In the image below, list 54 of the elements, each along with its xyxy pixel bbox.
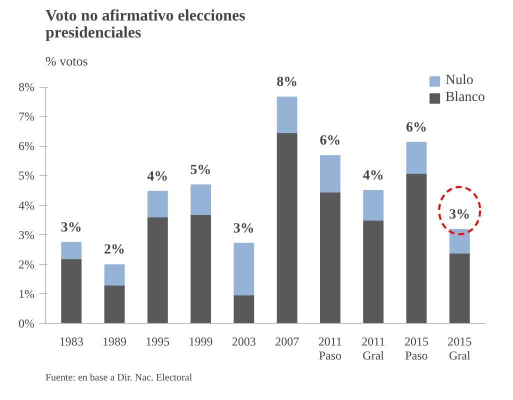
x-tick-label: 2015 Gral <box>448 334 472 362</box>
bar <box>61 242 82 260</box>
x-tick-label: 2011 Gral <box>362 334 386 362</box>
bar <box>234 294 254 324</box>
y-tick-label: 6% <box>18 139 35 154</box>
y-tick-label: 0% <box>18 316 35 330</box>
bar <box>449 229 470 254</box>
x-tick-label: 2015 Paso <box>404 334 428 362</box>
bar <box>363 190 384 221</box>
bar <box>276 132 298 324</box>
y-tick-label: 7% <box>18 110 35 124</box>
total-label: 3% <box>60 220 82 236</box>
total-label: 5% <box>190 162 212 178</box>
bar <box>104 284 125 324</box>
y-tick-label: 3% <box>18 228 35 242</box>
total-label: 3% <box>449 207 470 222</box>
y-axis-title: % votos <box>46 54 88 68</box>
bar <box>147 216 168 324</box>
total-label: 8% <box>276 75 298 90</box>
legend-label: Nulo <box>445 73 474 89</box>
chart-title: Voto no afirmativo elecciones presidenciales <box>46 8 246 42</box>
total-label: 6% <box>406 120 427 136</box>
bar <box>449 252 470 324</box>
bar <box>190 184 211 215</box>
bar <box>234 242 254 296</box>
y-tick-label: 4% <box>18 198 35 212</box>
total-label: 2% <box>104 242 126 258</box>
y-tick-label: 8% <box>18 80 35 94</box>
x-tick-label: 2007 <box>275 334 300 348</box>
legend-label: Blanco <box>445 90 485 106</box>
x-tick-label: 1999 <box>188 334 213 348</box>
total-label: 6% <box>320 134 341 149</box>
bar <box>104 264 125 286</box>
bar <box>61 258 82 324</box>
y-tick-label: 1% <box>18 286 35 301</box>
bar <box>320 155 340 192</box>
x-tick-label: 2011 Paso <box>318 334 342 362</box>
y-tick-label: 2% <box>18 257 35 272</box>
x-tick-label: 2003 <box>232 334 256 348</box>
bar <box>320 192 340 324</box>
x-tick-label: 1983 <box>59 334 84 348</box>
bar <box>406 172 427 324</box>
bar <box>190 214 211 324</box>
bar <box>276 96 298 134</box>
bar <box>406 142 427 174</box>
x-tick-label: 1989 <box>102 334 127 348</box>
total-label: 4% <box>147 169 168 184</box>
y-tick-label: 5% <box>18 168 35 183</box>
bar <box>363 220 384 324</box>
source-note: Fuente: en base a Dir. Nac. Electoral <box>46 372 192 384</box>
total-label: 3% <box>233 221 254 236</box>
bar <box>147 190 168 218</box>
x-tick-label: 1995 <box>146 334 170 348</box>
total-label: 4% <box>362 168 384 184</box>
